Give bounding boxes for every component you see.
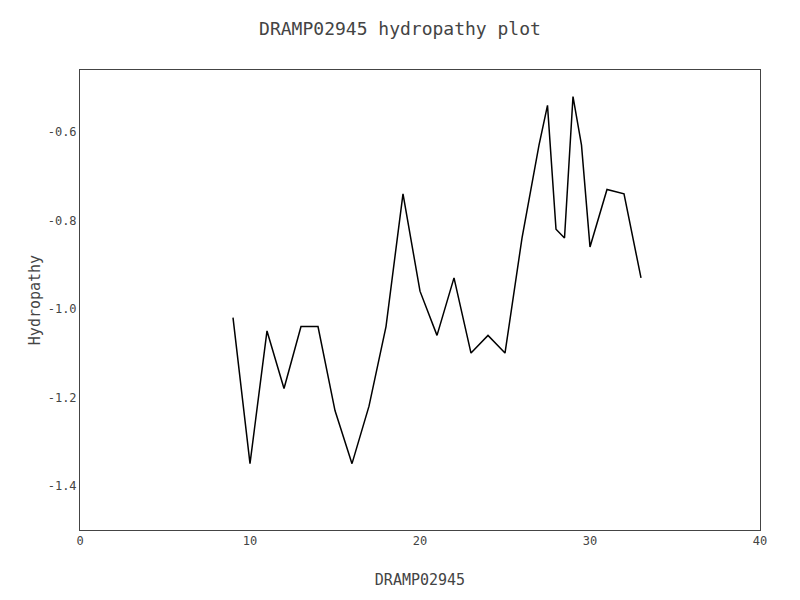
svg-text:-1.4: -1.4 — [48, 479, 77, 493]
svg-text:-1.2: -1.2 — [48, 391, 77, 405]
svg-text:-0.8: -0.8 — [48, 214, 77, 228]
svg-text:0: 0 — [76, 534, 83, 548]
svg-text:-0.6: -0.6 — [48, 125, 77, 139]
svg-text:Hydropathy: Hydropathy — [26, 255, 44, 345]
svg-text:30: 30 — [583, 534, 597, 548]
svg-text:-1.0: -1.0 — [48, 302, 77, 316]
svg-text:DRAMP02945 hydropathy plot: DRAMP02945 hydropathy plot — [259, 18, 541, 39]
svg-text:20: 20 — [413, 534, 427, 548]
svg-text:DRAMP02945: DRAMP02945 — [375, 571, 465, 589]
svg-text:40: 40 — [753, 534, 767, 548]
svg-text:10: 10 — [243, 534, 257, 548]
